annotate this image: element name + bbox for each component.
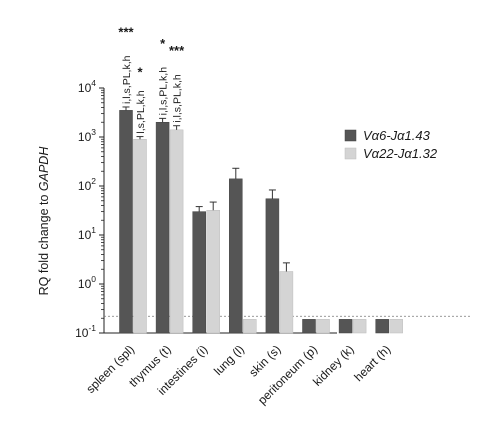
y-tick-base: 10 — [78, 130, 92, 144]
y-axis-label-italic: GAPDH — [37, 146, 51, 191]
y-tick-exponent: 3 — [91, 127, 96, 137]
legend-label: Vα22-Jα1.32 — [363, 146, 438, 161]
significance-stars: *** — [169, 43, 185, 58]
bar — [375, 319, 389, 334]
x-tick-label: heart (h) — [351, 342, 393, 384]
significance-stars: * — [137, 65, 143, 80]
significance-stars: *** — [118, 24, 134, 39]
y-tick-label: 102 — [78, 176, 96, 193]
y-tick-exponent: 4 — [91, 78, 96, 88]
significance-label: i,l,s,PL,k,h — [172, 74, 184, 123]
legend-swatch — [344, 147, 357, 160]
bar — [316, 319, 330, 334]
y-tick-base: 10 — [78, 81, 92, 95]
y-tick-exponent: 2 — [91, 176, 96, 186]
legend-label: Vα6-Jα1.43 — [363, 128, 431, 143]
y-tick-exponent: 0 — [91, 274, 96, 284]
y-tick-label: 101 — [78, 225, 96, 242]
x-tick-label: spleen (spl) — [83, 342, 137, 396]
y-tick-exponent: -1 — [88, 323, 96, 333]
significance-stars: * — [160, 36, 166, 51]
bar — [155, 121, 170, 334]
y-axis-label-text: RQ fold change to — [37, 191, 51, 295]
y-tick-label: 103 — [78, 127, 96, 144]
x-tick-label: lung (l) — [211, 342, 247, 378]
bar — [133, 138, 147, 334]
bar — [243, 319, 257, 334]
y-tick-label: 10-1 — [75, 323, 96, 340]
y-tick-base: 10 — [78, 179, 92, 193]
significance-label: i,l,s,PL,k,h — [158, 67, 170, 116]
y-tick-base: 10 — [75, 326, 89, 340]
y-tick-label: 104 — [78, 78, 96, 95]
y-tick-label: 100 — [78, 274, 96, 291]
y-axis-label: RQ fold change to GAPDH — [37, 146, 51, 296]
bar — [206, 209, 220, 334]
significance-label: l,s,PL,k,h — [135, 90, 147, 133]
y-tick-exponent: 1 — [91, 225, 96, 235]
bar — [229, 178, 243, 334]
bar — [279, 271, 294, 334]
bar — [302, 319, 316, 334]
bar — [119, 110, 133, 334]
legend-swatch — [344, 129, 357, 142]
bar — [192, 211, 206, 334]
bar — [389, 319, 403, 334]
bar — [338, 319, 353, 334]
bar — [265, 198, 280, 334]
bar — [169, 129, 184, 334]
bar — [352, 319, 367, 334]
y-tick-base: 10 — [78, 277, 92, 291]
y-tick-base: 10 — [78, 228, 92, 242]
significance-label: i,l,s,PL,k,h — [121, 55, 133, 104]
